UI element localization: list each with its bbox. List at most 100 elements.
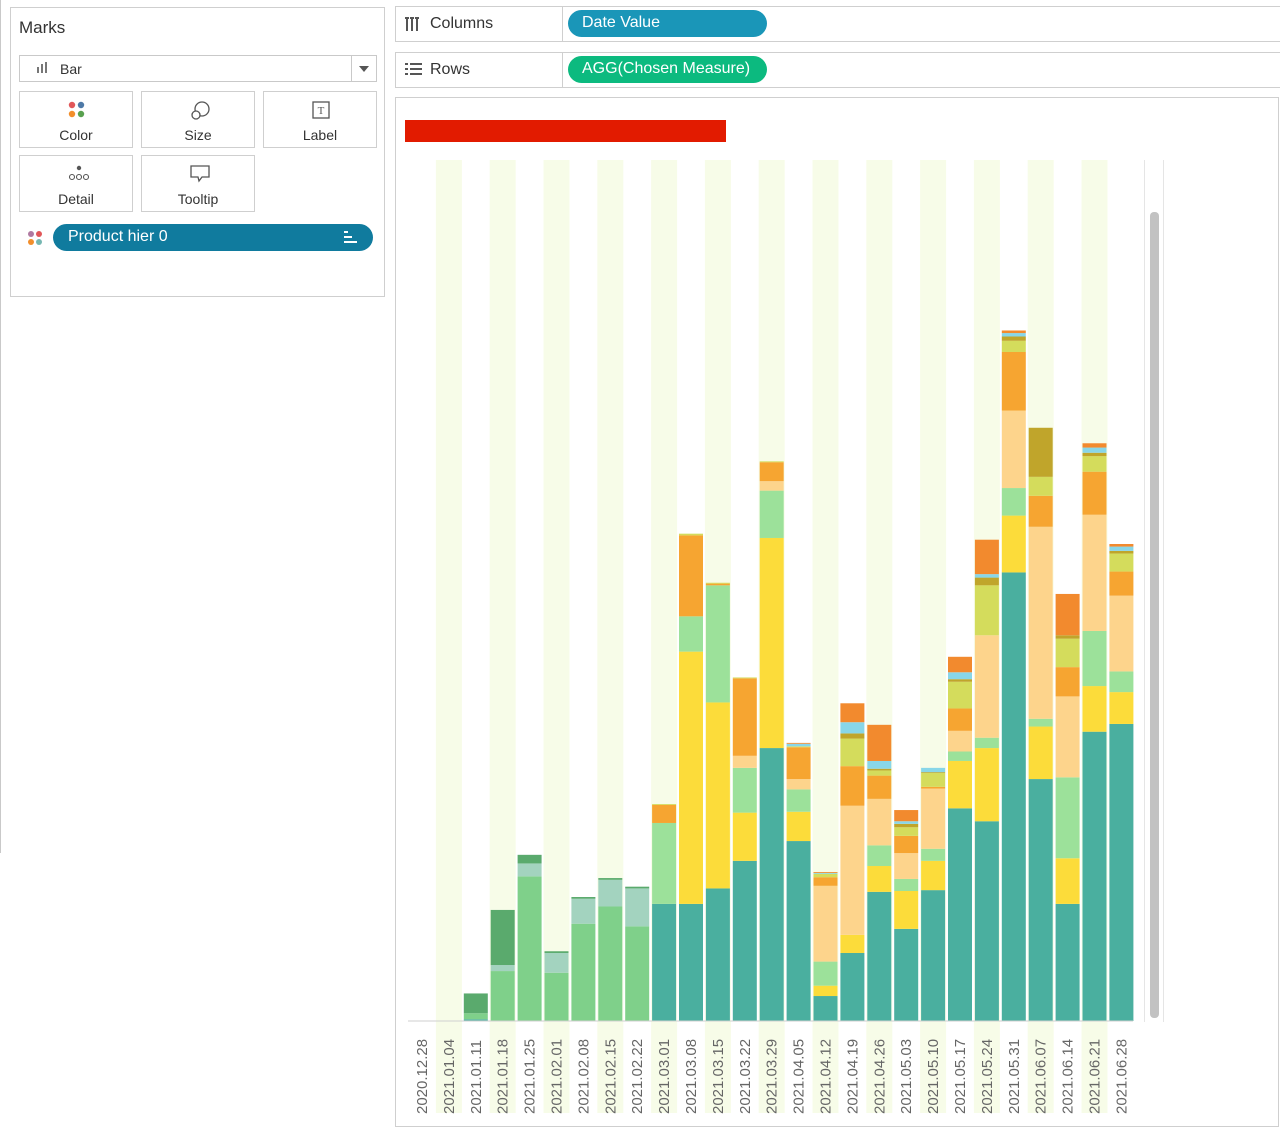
bar-segment[interactable] [974,577,999,586]
bar-segment[interactable] [732,812,757,861]
bar-segment[interactable] [894,823,919,828]
product-hier-pill[interactable]: Product hier 0 [53,224,373,251]
bar-segment[interactable] [1109,550,1134,554]
bar-segment[interactable] [948,656,972,673]
bar-segment[interactable] [652,903,677,1021]
bar-segment[interactable] [1082,452,1107,457]
bar-segment[interactable] [1109,671,1134,693]
label-button[interactable]: T Label [263,91,377,148]
bar-segment[interactable] [652,822,677,904]
bar-segment[interactable] [1109,692,1134,724]
bar-segment[interactable] [1028,476,1053,496]
tooltip-button[interactable]: Tooltip [141,155,255,212]
bar-segment[interactable] [948,808,972,1021]
bar-segment[interactable] [759,537,784,749]
bar-segment[interactable] [867,768,892,771]
bar-segment[interactable] [679,616,703,652]
bar-segment[interactable] [705,582,730,584]
bar-segment[interactable] [517,863,542,877]
bar-segment[interactable] [921,767,946,773]
bar-segment[interactable] [625,886,650,889]
bar-segment[interactable] [1082,630,1107,687]
bar-segment[interactable] [840,703,865,723]
bar-segment[interactable] [1109,544,1134,547]
bar-segment[interactable] [786,841,811,1021]
bar-segment[interactable] [921,860,946,891]
bar-segment[interactable] [732,677,757,679]
bar-segment[interactable] [894,810,919,822]
bar-segment[interactable] [625,888,650,927]
detail-button[interactable]: Detail [19,155,133,212]
bar-segment[interactable] [894,928,919,1021]
bar-segment[interactable] [894,821,919,824]
bar-segment[interactable] [679,903,703,1021]
bar-segment[interactable] [1055,635,1080,639]
bar-segment[interactable] [1109,723,1134,1021]
bar-segment[interactable] [1055,638,1080,668]
bar-segment[interactable] [490,971,515,1021]
bar-segment[interactable] [867,770,892,776]
bar-segment[interactable] [1082,447,1107,453]
bar-segment[interactable] [1001,572,1026,1021]
bar-segment[interactable] [490,909,515,966]
bar-segment[interactable] [813,877,838,886]
bar-segment[interactable] [840,722,865,734]
bar-segment[interactable] [1028,526,1053,719]
bar-segment[interactable] [1082,456,1107,472]
bar-segment[interactable] [867,891,892,1021]
bar-segment[interactable] [786,789,811,812]
bar-segment[interactable] [598,906,623,1021]
bar-segment[interactable] [571,897,596,899]
bar-segment[interactable] [625,926,650,1021]
bar-segment[interactable] [1055,858,1080,904]
bar-segment[interactable] [948,681,972,709]
bar-segment[interactable] [1001,330,1026,334]
bar-segment[interactable] [571,898,596,924]
vertical-scrollbar[interactable] [1144,160,1164,1022]
bar-segment[interactable] [598,879,623,907]
bar-segment[interactable] [679,535,703,617]
bar-segment[interactable] [974,635,999,738]
bar-segment[interactable] [867,724,892,761]
bar-segment[interactable] [813,872,838,873]
bar-segment[interactable] [705,888,730,1021]
bar-segment[interactable] [786,811,811,842]
bar-segment[interactable] [974,821,999,1021]
bar-segment[interactable] [786,747,811,780]
bar-segment[interactable] [921,773,946,787]
bar-segment[interactable] [786,779,811,790]
bar-segment[interactable] [894,853,919,879]
bar-segment[interactable] [1109,553,1134,572]
bar-segment[interactable] [813,985,838,997]
mark-type-dropdown[interactable]: Bar [19,55,377,82]
bar-segment[interactable] [1109,595,1134,672]
bar-segment[interactable] [813,872,838,874]
size-button[interactable]: Size [141,91,255,148]
bar-segment[interactable] [867,845,892,867]
bar-segment[interactable] [921,890,946,1021]
bar-segment[interactable] [921,772,946,774]
bar-segment[interactable] [948,730,972,752]
bar-segment[interactable] [948,708,972,731]
bar-segment[interactable] [1028,495,1053,527]
bar-segment[interactable] [948,760,972,809]
bar-segment[interactable] [840,934,865,953]
bar-segment[interactable] [544,952,569,973]
bar-segment[interactable] [1082,443,1107,448]
bar-segment[interactable] [1055,667,1080,697]
bar-segment[interactable] [490,965,515,972]
bar-segment[interactable] [786,742,811,744]
bar-segment[interactable] [948,672,972,680]
bar-segment[interactable] [813,885,838,962]
bar-segment[interactable] [1001,410,1026,489]
bar-segment[interactable] [894,827,919,836]
bar-segment[interactable] [894,835,919,854]
bar-segment[interactable] [732,755,757,768]
bar-segment[interactable] [867,760,892,769]
bar-segment[interactable] [705,585,730,703]
sort-icon[interactable] [344,231,357,243]
bar-segment[interactable] [974,585,999,636]
bar-segment[interactable] [840,952,865,1021]
bar-segment[interactable] [1001,515,1026,573]
bar-segment[interactable] [894,890,919,929]
